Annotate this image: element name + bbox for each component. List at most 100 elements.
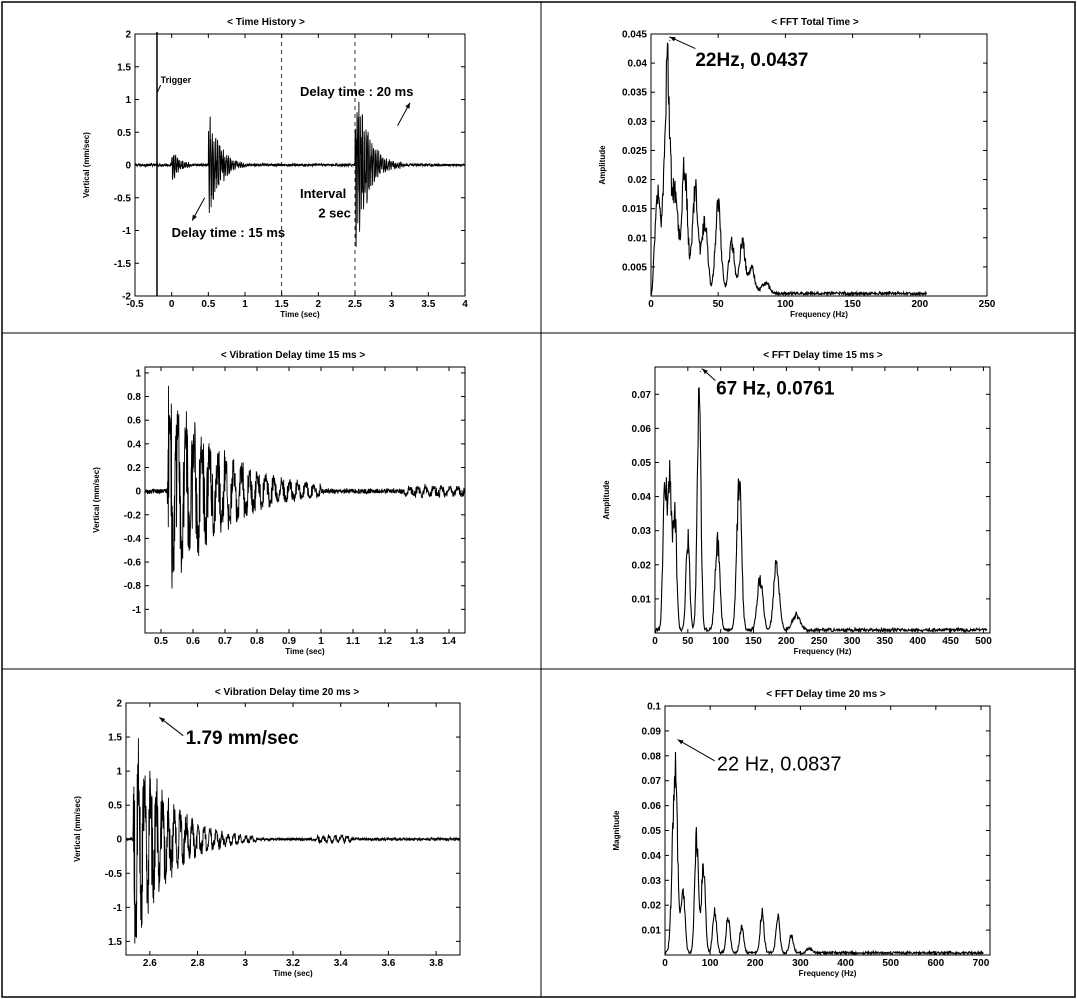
x-tick-label: 0 (648, 299, 654, 310)
y-tick-label: 0.01 (632, 594, 652, 605)
y-tick-label: 0.02 (628, 175, 648, 186)
x-tick-label: 3.4 (334, 958, 348, 969)
y-axis-label: Vertical (mm/sec) (92, 467, 101, 533)
y-tick-label: 0.03 (642, 876, 662, 887)
x-tick-label: 3.2 (286, 958, 300, 969)
y-tick-label: 0.2 (127, 463, 141, 474)
x-tick-label: 0.7 (218, 636, 232, 647)
x-tick-label: 0.8 (250, 636, 264, 647)
x-tick-label: -0.5 (126, 299, 144, 310)
y-tick-label: -0.4 (124, 534, 142, 545)
y-tick-label: 0.07 (632, 390, 652, 401)
x-tick-label: 1 (318, 636, 324, 647)
chart-title: < Time History > (227, 17, 305, 28)
chart-vibration-delay-20ms: < Vibration Delay time 20 ms > 2.6 2.8 3 3.2… (73, 687, 461, 978)
y-tick-label: -0.5 (105, 869, 123, 880)
x-tick-label: 100 (702, 958, 719, 969)
x-tick-label: 300 (844, 636, 861, 647)
x-tick-label: 1.4 (442, 636, 456, 647)
y-tick-label: 0 (116, 835, 122, 846)
x-tick-label: 2.5 (348, 299, 362, 310)
y-tick-label: 0.015 (622, 204, 647, 215)
x-tick-label: 1.5 (275, 299, 289, 310)
x-tick-label: 150 (745, 636, 762, 647)
annotation-label: 2 sec (318, 205, 351, 220)
x-tick-label: 3.5 (421, 299, 435, 310)
chart-fft-delay-20ms: < FFT Delay time 20 ms > 0 100 200 300 400 500… (612, 689, 991, 978)
x-axis-label: Time (sec) (280, 310, 320, 319)
x-tick-label: 1 (242, 299, 248, 310)
x-tick-label: 3.6 (381, 958, 395, 969)
x-tick-label: 100 (777, 299, 794, 310)
x-tick-label: 3 (389, 299, 395, 310)
chart-title: < Vibration Delay time 15 ms > (221, 350, 365, 361)
x-tick-label: 100 (712, 636, 729, 647)
x-tick-label: 0.6 (186, 636, 200, 647)
y-tick-label: -0.5 (114, 193, 132, 204)
x-tick-label: 150 (844, 299, 861, 310)
y-tick-label: 0.1 (647, 702, 661, 713)
y-tick-label: 0.03 (632, 526, 652, 537)
y-tick-label: 0.08 (642, 751, 662, 762)
plot-area-frame (654, 366, 991, 634)
y-axis-label: Vertical (mm/sec) (73, 796, 82, 862)
x-tick-label: 700 (973, 958, 990, 969)
chart-fft-delay-15ms: < FFT Delay time 15 ms > 0 50 100 150 200 250 3… (602, 350, 992, 656)
y-tick-label: 0.02 (632, 560, 652, 571)
annotation-label: Trigger (161, 75, 192, 85)
y-tick-label: 0.005 (622, 262, 647, 273)
y-tick-label: 0.4 (127, 439, 141, 450)
y-tick-label: 0.01 (628, 233, 648, 244)
annotation-arrowhead (702, 368, 708, 375)
x-tick-label: 400 (909, 636, 926, 647)
x-tick-label: 200 (778, 636, 795, 647)
x-axis-label: Frequency (Hz) (794, 647, 852, 656)
series-line (654, 386, 988, 634)
y-tick-label: 1 (135, 368, 141, 379)
annotation-arrowhead (669, 36, 676, 42)
x-tick-label: 3 (243, 958, 249, 969)
x-tick-label: 250 (811, 636, 828, 647)
annotation-label: Delay time : 15 ms (172, 225, 285, 240)
y-tick-label: 0.045 (622, 30, 647, 41)
x-axis-label: Time (sec) (285, 647, 325, 656)
annotation-arrow (156, 84, 162, 94)
chart-title: < FFT Delay time 15 ms > (763, 350, 883, 361)
x-tick-label: 2.6 (143, 958, 157, 969)
y-axis-label: Amplitude (598, 145, 607, 185)
y-tick-label: 0.04 (642, 851, 662, 862)
y-tick-label: 0.06 (642, 801, 662, 812)
x-tick-label: 1.1 (346, 636, 360, 647)
chart-title: < Vibration Delay time 20 ms > (215, 687, 359, 698)
annotation-label: 67 Hz, 0.0761 (716, 378, 835, 399)
x-tick-label: 3.8 (429, 958, 443, 969)
y-tick-label: 0.01 (642, 926, 662, 937)
x-tick-label: 350 (877, 636, 894, 647)
y-axis-label: Magnitude (612, 810, 621, 851)
y-tick-label: 0.5 (117, 128, 131, 139)
y-tick-label: 0.06 (632, 424, 652, 435)
y-tick-label: 0.05 (642, 826, 662, 837)
annotation-label: Delay time : 20 ms (300, 84, 413, 99)
annotation-label: 22 Hz, 0.0837 (717, 754, 842, 776)
x-axis-label: Frequency (Hz) (799, 969, 857, 978)
x-tick-label: 1.3 (410, 636, 424, 647)
y-tick-label: -1 (122, 226, 131, 237)
x-tick-label: 4 (462, 299, 468, 310)
y-tick-label: 1.5 (108, 937, 122, 948)
x-tick-label: 250 (979, 299, 996, 310)
annotation-arrowhead (677, 739, 684, 745)
annotation-label: 1.79 mm/sec (186, 728, 299, 749)
y-tick-label: -0.8 (124, 581, 142, 592)
y-tick-label: 2 (125, 30, 131, 41)
x-tick-label: 500 (882, 958, 899, 969)
series-line (664, 751, 984, 956)
series-line (650, 42, 928, 297)
x-tick-label: 400 (837, 958, 854, 969)
annotation-arrowhead (405, 102, 410, 109)
y-tick-label: 1.5 (117, 62, 131, 73)
x-tick-label: 200 (747, 958, 764, 969)
x-tick-label: 2.8 (191, 958, 205, 969)
x-tick-label: 450 (942, 636, 959, 647)
